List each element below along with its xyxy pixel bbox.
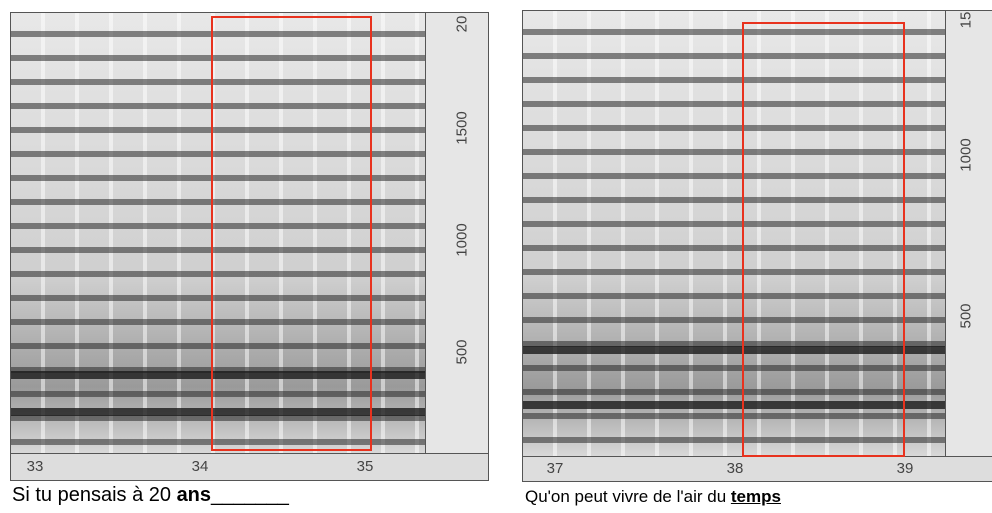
y-label: 500 <box>453 339 471 365</box>
caption-emphasis: ans <box>176 484 212 506</box>
y-axis <box>425 12 489 454</box>
highlight-box <box>211 16 372 451</box>
caption-emphasis: temps <box>730 487 781 506</box>
y-label: 1000 <box>957 138 975 172</box>
highlight-box <box>742 22 905 457</box>
x-axis <box>522 456 992 482</box>
spectrogram <box>10 12 426 454</box>
y-label: 1000 <box>453 223 471 257</box>
x-label: 34 <box>191 458 209 475</box>
caption: Si tu pensais à 20 ans_______ <box>12 484 289 507</box>
x-axis <box>10 453 489 481</box>
y-label: 500 <box>957 303 975 329</box>
x-label: 37 <box>546 460 564 477</box>
x-label: 39 <box>896 460 914 477</box>
caption-trail: _______ <box>211 484 289 506</box>
caption: Qu'on peut vivre de l'air du temps <box>525 487 781 507</box>
spectrogram <box>522 10 946 457</box>
y-axis <box>945 10 992 457</box>
y-label: 20 <box>453 15 471 33</box>
y-label: 15 <box>957 11 975 29</box>
caption-text: Qu'on peut vivre de l'air du <box>525 487 731 506</box>
x-label: 33 <box>26 458 44 475</box>
caption-text: Si tu pensais à 20 <box>12 484 177 506</box>
x-label: 38 <box>726 460 744 477</box>
x-label: 35 <box>356 458 374 475</box>
y-label: 1500 <box>453 111 471 145</box>
